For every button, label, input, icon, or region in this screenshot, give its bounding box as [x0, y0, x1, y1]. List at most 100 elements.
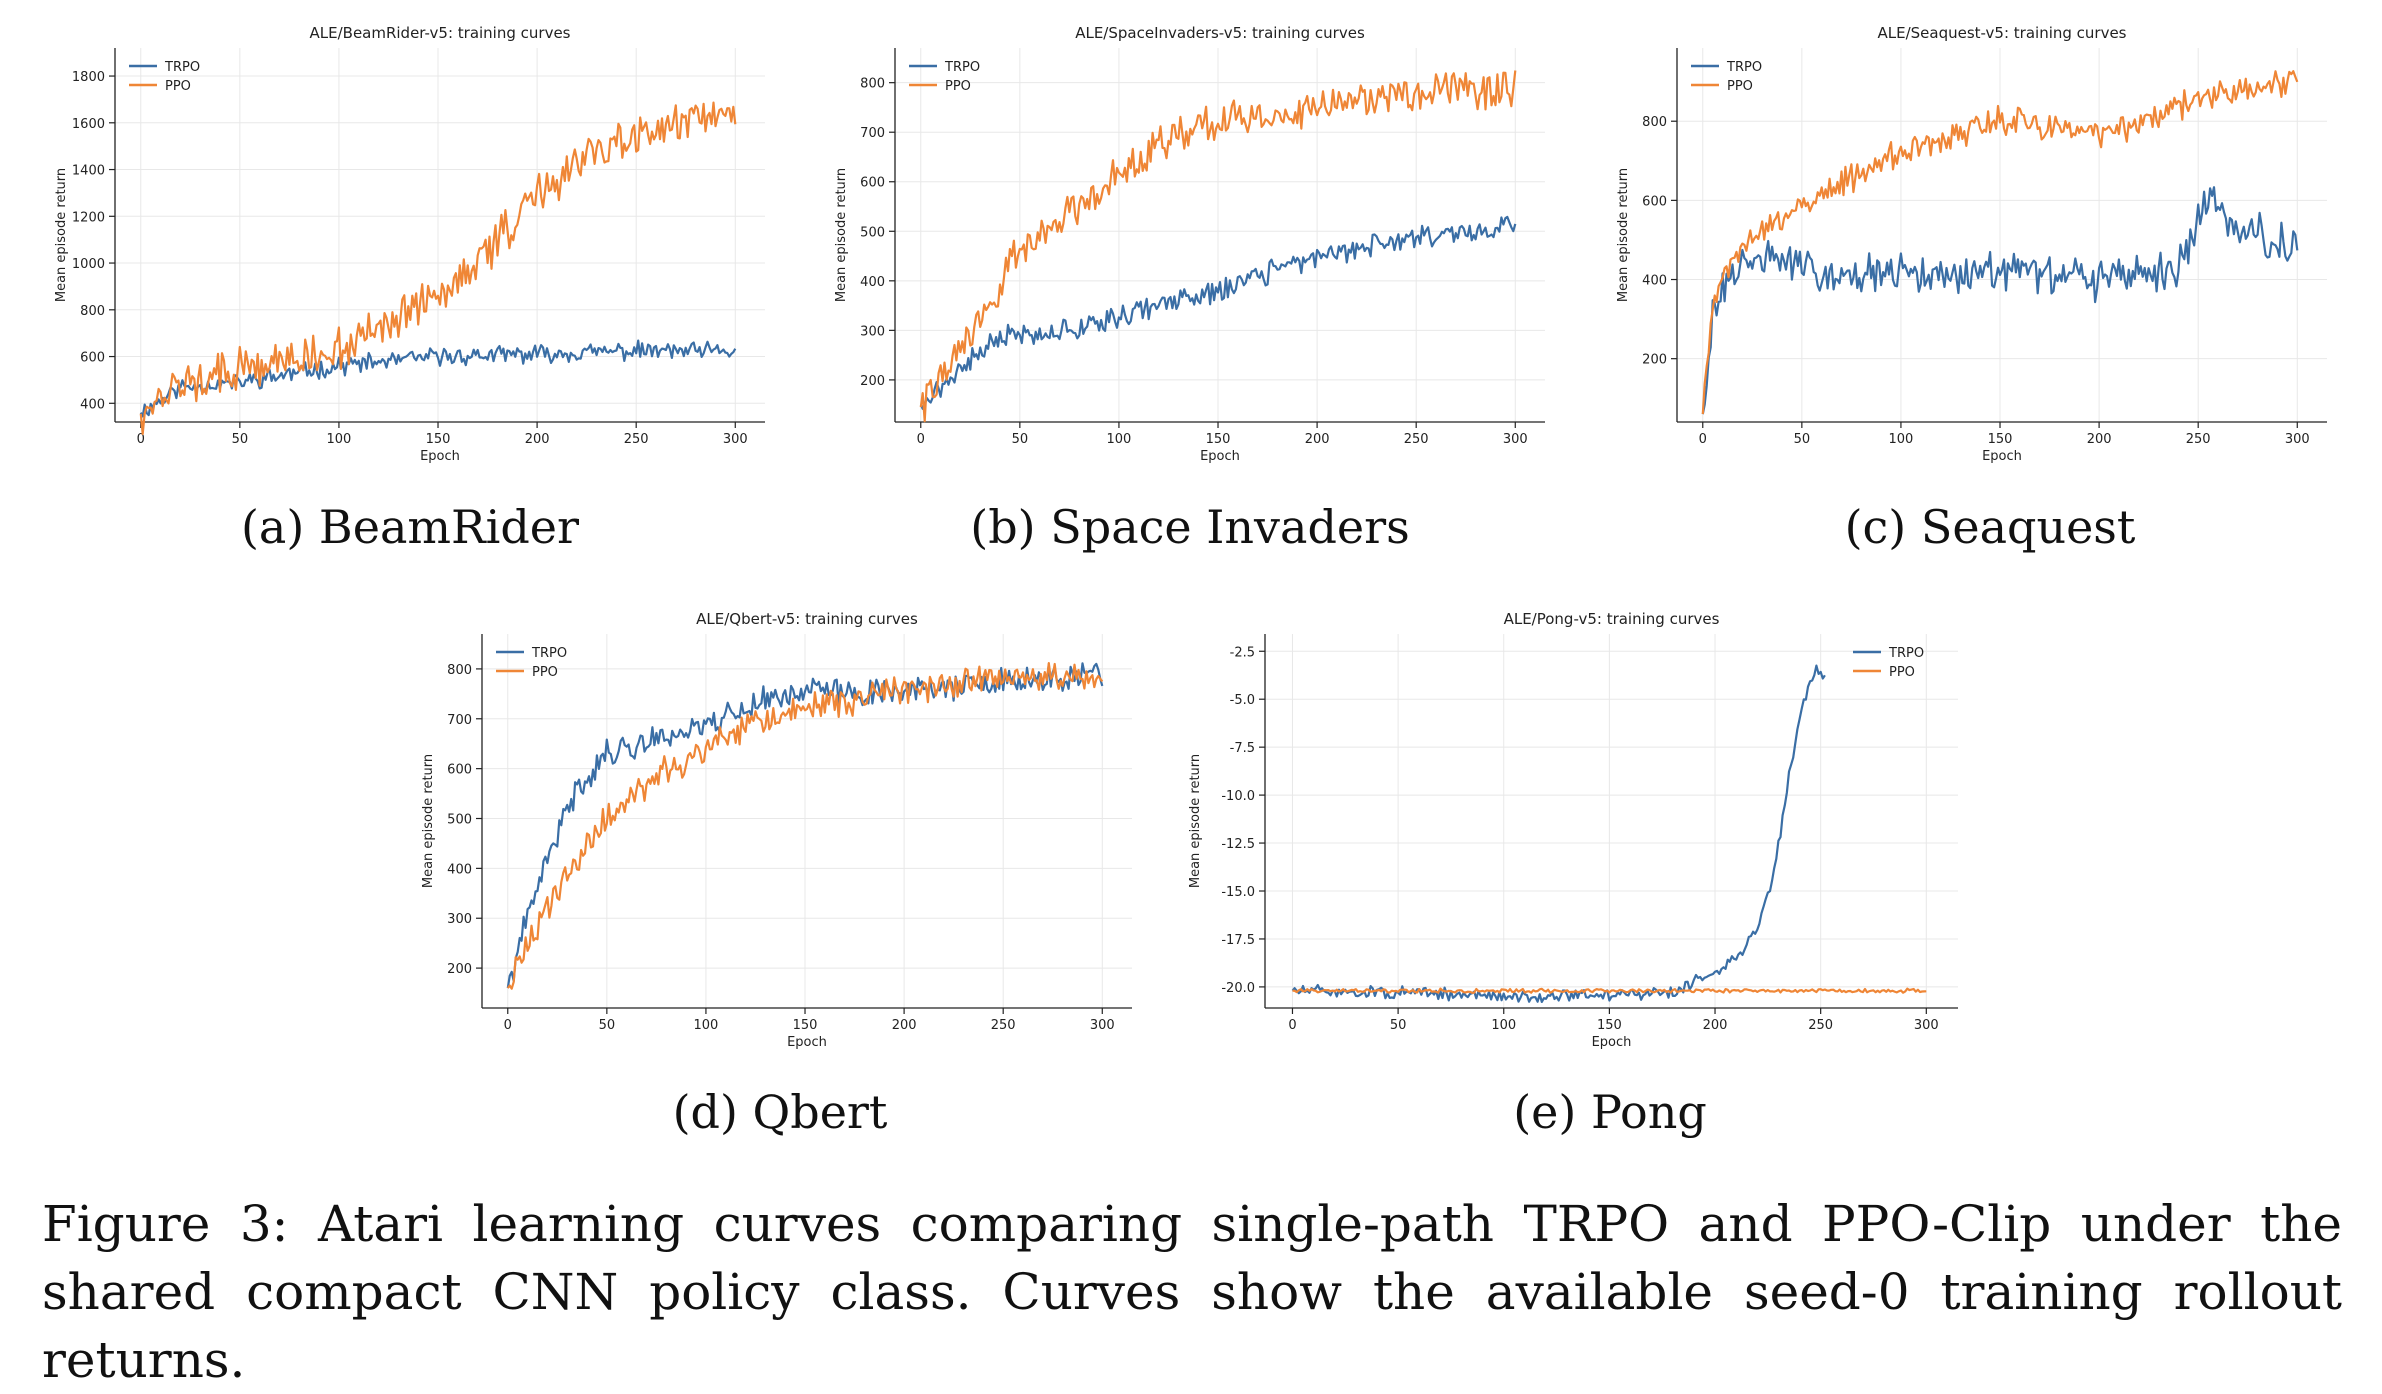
x-tick-label: 250	[624, 432, 649, 447]
series-line-ppo	[139, 101, 737, 435]
y-tick-label: 800	[1642, 115, 1667, 130]
y-tick-label: 800	[80, 304, 105, 319]
x-tick-label: 250	[2186, 432, 2211, 447]
y-tick-label: 700	[447, 713, 472, 728]
y-tick-label: 1600	[72, 117, 105, 132]
y-axis-label: Mean episode return	[54, 168, 69, 302]
x-tick-label: 0	[137, 432, 145, 447]
legend-label-trpo: TRPO	[531, 646, 567, 661]
y-tick-label: 500	[860, 225, 885, 240]
legend: TRPO PPO	[496, 646, 567, 680]
series-line-trpo	[506, 662, 1104, 989]
y-tick-label: 800	[860, 77, 885, 92]
x-tick-label: 0	[917, 432, 925, 447]
y-tick-label: 1800	[72, 70, 105, 85]
x-tick-label: 300	[723, 432, 748, 447]
series-line-trpo	[139, 339, 737, 418]
x-tick-label: 200	[892, 1018, 917, 1033]
x-tick-label: 100	[1107, 432, 1132, 447]
legend-label-trpo: TRPO	[944, 60, 980, 75]
panel-caption-a: (a) BeamRider	[240, 500, 579, 554]
x-tick-label: 50	[599, 1018, 616, 1033]
x-tick-label: 100	[327, 432, 352, 447]
x-tick-label: 150	[426, 432, 451, 447]
figure-caption: Figure 3: Atari learning curves comparin…	[42, 1195, 2342, 1389]
series-line-ppo	[1292, 987, 1927, 994]
x-tick-label: 100	[1491, 1018, 1516, 1033]
y-tick-label: 200	[447, 962, 472, 977]
y-tick-label: -20.0	[1221, 981, 1255, 996]
x-tick-label: 250	[1404, 432, 1429, 447]
x-axis-label: Epoch	[420, 449, 460, 464]
chart-title: ALE/Seaquest-v5: training curves	[1877, 24, 2126, 42]
series-line-ppo	[919, 70, 1517, 423]
legend-label-ppo: PPO	[1727, 79, 1753, 94]
x-tick-label: 100	[1889, 432, 1914, 447]
chart-title: ALE/SpaceInvaders-v5: training curves	[1075, 24, 1365, 42]
y-tick-label: 600	[1642, 194, 1667, 209]
series-line-trpo	[1291, 664, 1826, 1004]
y-tick-label: -7.5	[1230, 741, 1255, 756]
x-tick-label: 0	[1288, 1018, 1296, 1033]
y-tick-label: 400	[1642, 274, 1667, 289]
x-axis-label: Epoch	[1982, 449, 2022, 464]
legend-label-trpo: TRPO	[164, 60, 200, 75]
chart-0: 0 50 100 150 200 250 300 400 600 800 1000 1200 1400 1…	[54, 24, 765, 464]
panel-caption-e: (e) Pong	[1513, 1085, 1707, 1139]
y-tick-label: 400	[80, 397, 105, 412]
x-tick-label: 250	[1808, 1018, 1833, 1033]
y-tick-label: 800	[447, 663, 472, 678]
x-tick-label: 50	[1390, 1018, 1407, 1033]
legend-label-ppo: PPO	[1889, 665, 1915, 680]
legend: TRPO PPO	[129, 60, 200, 94]
x-tick-label: 100	[694, 1018, 719, 1033]
legend-label-ppo: PPO	[532, 665, 558, 680]
chart-title: ALE/Pong-v5: training curves	[1504, 610, 1720, 628]
x-tick-label: 300	[1503, 432, 1528, 447]
x-tick-label: 150	[1597, 1018, 1622, 1033]
legend: TRPO PPO	[1691, 60, 1762, 94]
x-tick-label: 200	[1305, 432, 1330, 447]
y-tick-label: 1200	[72, 210, 105, 225]
y-tick-label: 600	[860, 176, 885, 191]
legend-label-trpo: TRPO	[1726, 60, 1762, 75]
y-tick-label: 200	[860, 374, 885, 389]
y-tick-label: 700	[860, 126, 885, 141]
x-axis-label: Epoch	[1200, 449, 1240, 464]
y-axis-label: Mean episode return	[1616, 168, 1631, 302]
chart-title: ALE/Qbert-v5: training curves	[696, 610, 918, 628]
legend-label-ppo: PPO	[945, 79, 971, 94]
x-tick-label: 300	[1090, 1018, 1115, 1033]
x-tick-label: 200	[1703, 1018, 1728, 1033]
x-tick-label: 150	[793, 1018, 818, 1033]
y-axis-label: Mean episode return	[834, 168, 849, 302]
series-line-trpo	[1701, 186, 2299, 415]
chart-1: 0 50 100 150 200 250 300 200 300 400 500 600 700 800 A…	[834, 24, 1545, 464]
series-line-trpo	[919, 215, 1517, 410]
y-tick-label: 400	[860, 275, 885, 290]
y-tick-label: 1000	[72, 257, 105, 272]
y-axis-label: Mean episode return	[1188, 754, 1203, 888]
series-line-ppo	[1701, 70, 2299, 415]
x-tick-label: 150	[1206, 432, 1231, 447]
y-tick-label: 1400	[72, 164, 105, 179]
panel-caption-b: (b) Space Invaders	[970, 500, 1410, 554]
y-axis-label: Mean episode return	[421, 754, 436, 888]
y-tick-label: -17.5	[1221, 933, 1255, 948]
x-tick-label: 200	[525, 432, 550, 447]
y-tick-label: 200	[1642, 353, 1667, 368]
chart-2: 0 50 100 150 200 250 300 200 400 600 800 ALE/Seaque…	[1616, 24, 2327, 464]
y-tick-label: -12.5	[1221, 837, 1255, 852]
y-tick-label: 600	[80, 351, 105, 366]
x-tick-label: 50	[1794, 432, 1811, 447]
series-line-ppo	[506, 661, 1104, 990]
chart-4: 0 50 100 150 200 250 300 -20.0 -17.5 -15.0 -12.5 -1…	[1188, 610, 1958, 1050]
panel-caption-c: (c) Seaquest	[1844, 500, 2136, 554]
x-tick-label: 150	[1988, 432, 2013, 447]
x-tick-label: 0	[1699, 432, 1707, 447]
panel-caption-d: (d) Qbert	[672, 1085, 888, 1139]
chart-title: ALE/BeamRider-v5: training curves	[310, 24, 571, 42]
x-tick-label: 200	[2087, 432, 2112, 447]
x-axis-label: Epoch	[1592, 1035, 1632, 1050]
y-tick-label: 500	[447, 813, 472, 828]
